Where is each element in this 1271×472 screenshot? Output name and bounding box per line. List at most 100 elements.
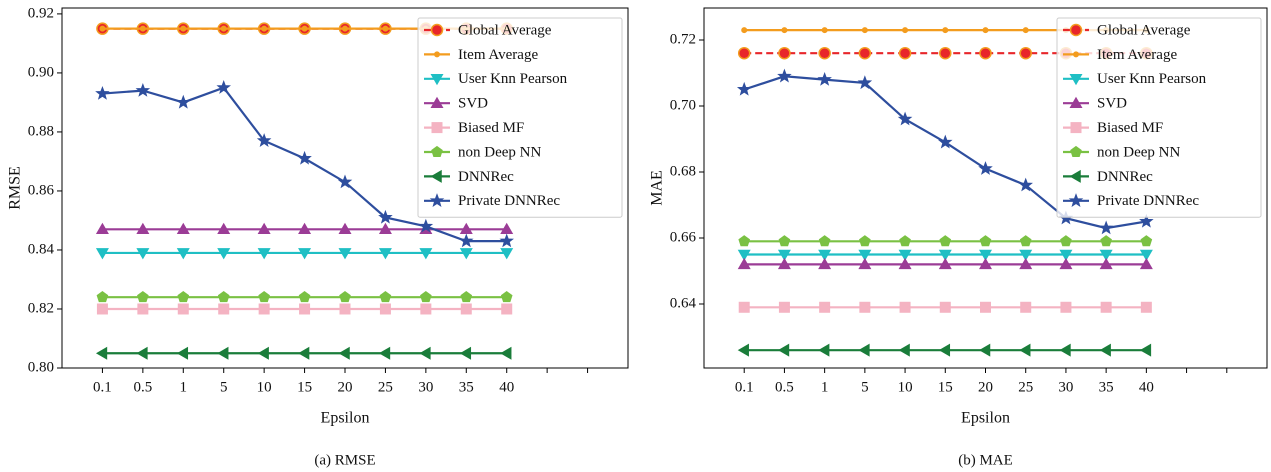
marker [858,257,872,270]
marker [135,82,151,97]
marker [982,27,989,34]
x-tick-label: 25 [1018,379,1033,395]
marker [857,75,873,90]
marker [858,343,870,357]
x-tick-label: 1 [821,379,829,395]
marker [898,257,912,270]
marker [378,346,391,360]
legend-label: Private DNNRec [458,193,560,209]
marker [217,248,231,260]
x-tick-label: 30 [418,379,433,395]
legend-marker [431,122,443,134]
x-tick-label: 1 [180,379,188,395]
y-tick-label: 0.92 [28,5,54,21]
marker [1060,235,1072,247]
legend-label: Global Average [1097,22,1191,38]
marker [939,46,952,60]
x-tick-label: 10 [898,379,913,395]
marker [898,249,912,261]
x-tick-label: 0.1 [93,379,112,395]
marker [1059,249,1073,261]
legend-marker [431,145,443,157]
marker [216,80,231,94]
legend-label: User Knn Pearson [1097,71,1207,87]
legend-marker [1069,74,1083,86]
marker [378,248,392,260]
marker [258,303,270,315]
legend-label: DNNRec [458,169,514,185]
marker [217,291,230,303]
marker [777,343,790,357]
marker [898,343,910,357]
marker [95,85,110,100]
marker [979,343,991,357]
legend-label: non Deep NN [1097,144,1180,160]
legend-marker [1068,193,1084,207]
marker [419,248,433,260]
marker [258,291,270,303]
x-tick-label: 40 [499,379,514,395]
marker [898,46,912,60]
marker [979,46,992,60]
x-tick-label: 35 [459,379,474,395]
legend-marker [1069,96,1083,108]
legend-marker [429,193,445,207]
marker [1139,343,1152,357]
legend-label: SVD [458,96,488,112]
marker [818,249,832,261]
marker [459,248,473,260]
marker [139,25,146,32]
marker [378,209,393,224]
marker [261,25,268,32]
marker [299,303,311,315]
marker [499,233,514,248]
marker [1059,343,1071,357]
y-axis-label: MAE [649,170,666,206]
marker [938,249,952,261]
x-tick-label: 20 [338,379,353,395]
marker [217,222,231,235]
marker [902,27,909,34]
marker [818,343,830,357]
legend-marker [1069,169,1081,183]
marker [257,248,271,260]
marker [298,222,312,235]
marker [257,346,269,360]
marker [859,235,871,247]
legend-marker [1070,122,1082,134]
marker [137,291,149,303]
marker [777,257,791,270]
marker [1140,235,1153,247]
x-axis-label: Epsilon [321,410,370,427]
marker [379,291,392,303]
marker [339,291,351,303]
marker [176,248,190,260]
legend-label: Item Average [1097,47,1177,63]
legend-label: SVD [1097,96,1127,112]
marker [177,303,189,315]
marker [342,25,348,32]
marker [1139,249,1153,261]
marker [1019,249,1033,261]
marker [899,235,911,247]
y-axis-label: RMSE [7,166,24,210]
marker [218,303,230,315]
marker [96,303,108,315]
marker [938,134,953,149]
marker [136,346,148,360]
marker [298,248,312,260]
marker [777,68,792,83]
marker [176,222,190,235]
marker [96,291,109,303]
marker [939,235,952,247]
marker [897,111,913,126]
marker [338,248,352,260]
marker [136,248,150,260]
marker [420,291,432,303]
marker [1019,343,1031,357]
y-tick-label: 0.72 [670,31,696,47]
legend-marker [1073,51,1079,58]
marker [339,303,351,315]
marker [95,248,109,260]
marker [379,303,391,315]
